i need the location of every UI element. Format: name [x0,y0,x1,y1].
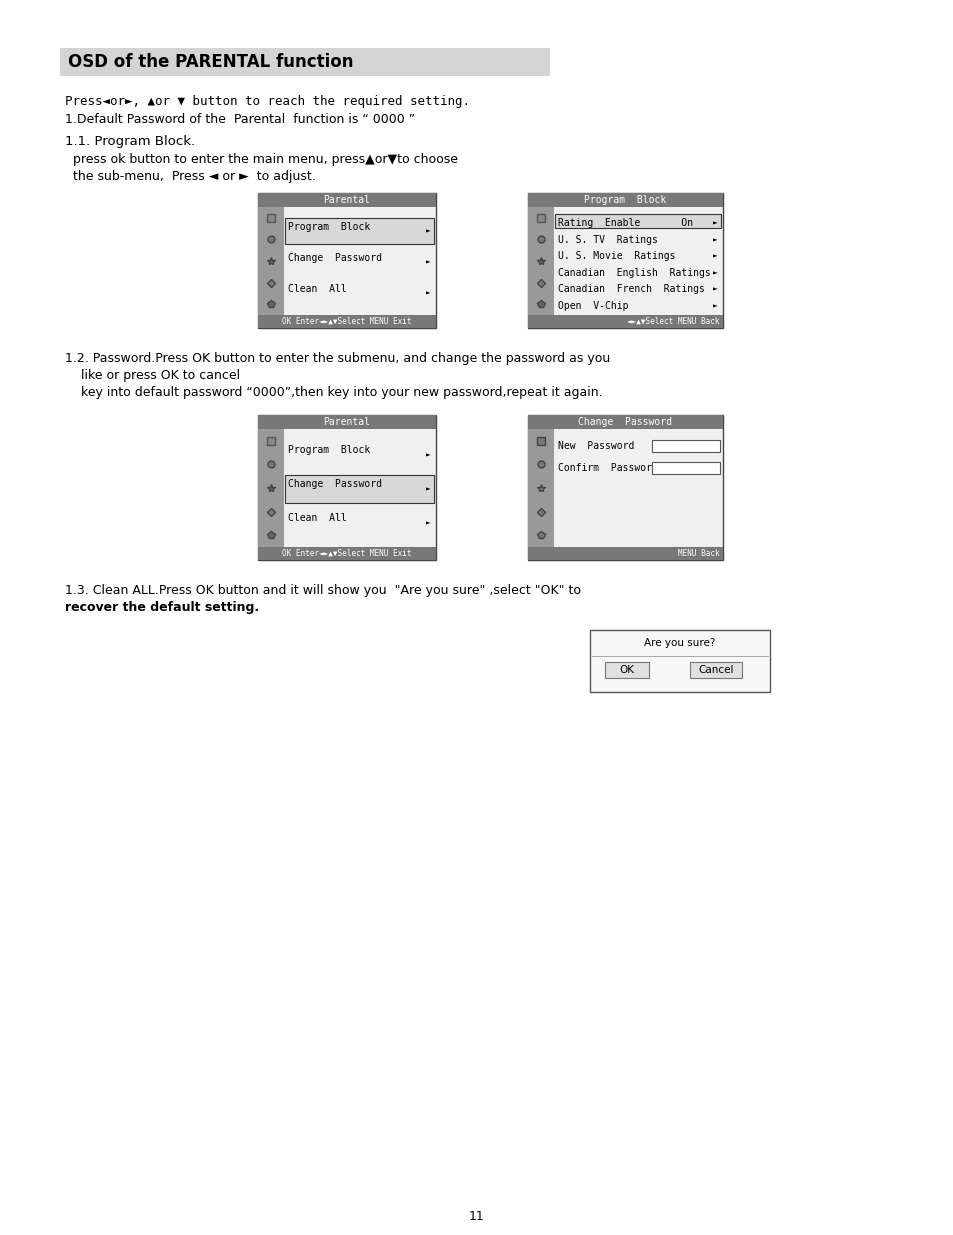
Text: recover the default setting.: recover the default setting. [65,601,259,614]
Text: OK: OK [618,664,634,676]
Text: like or press OK to cancel: like or press OK to cancel [65,369,240,382]
Text: Open  V-Chip: Open V-Chip [558,301,628,311]
Bar [257,315,436,329]
Text: Change  Password: Change Password [578,417,672,427]
Text: 11: 11 [469,1210,484,1223]
Bar [604,662,648,678]
Text: Press◄or►, ▲or ▼ button to reach the required setting.: Press◄or►, ▲or ▼ button to reach the req… [65,95,470,107]
Bar [257,429,284,547]
Text: ►: ► [426,519,431,527]
Text: ►: ► [426,289,431,298]
Bar [257,415,436,429]
Text: Confirm  Password: Confirm Password [558,463,658,473]
Bar [527,193,722,329]
Text: key into default password “0000”,then key into your new password,repeat it again: key into default password “0000”,then ke… [65,387,602,399]
Text: Parental: Parental [323,417,370,427]
Text: OSD of the PARENTAL function: OSD of the PARENTAL function [68,53,354,70]
Text: ►: ► [426,484,431,494]
Bar [589,630,769,692]
Text: Program  Block: Program Block [288,222,370,232]
Text: Cancel: Cancel [698,664,733,676]
Text: Program  Block: Program Block [288,445,370,456]
Bar [527,547,722,559]
Text: ►: ► [713,219,718,227]
Bar [555,214,720,228]
Text: ►: ► [713,268,718,278]
Bar [689,662,741,678]
Bar [257,193,436,329]
Bar [651,462,720,474]
Text: ►: ► [713,235,718,245]
Text: Parental: Parental [323,195,370,205]
Bar [527,429,554,547]
Bar [257,415,436,559]
Text: Canadian  French  Ratings: Canadian French Ratings [558,284,704,294]
Bar [257,207,284,315]
Text: U. S. Movie  Ratings: U. S. Movie Ratings [558,251,675,262]
Text: U. S. TV  Ratings: U. S. TV Ratings [558,235,658,245]
Text: Clean  All: Clean All [288,284,346,294]
Text: the sub-menu,  Press ◄ or ►  to adjust.: the sub-menu, Press ◄ or ► to adjust. [65,170,315,183]
Text: New  Password: New Password [558,441,634,451]
Text: Are you sure?: Are you sure? [643,638,715,648]
Text: Rating  Enable       On: Rating Enable On [558,219,693,228]
Text: ►: ► [713,252,718,261]
Bar [285,219,434,245]
Text: 1.1. Program Block.: 1.1. Program Block. [65,135,195,148]
Text: 1.3. Clean ALL.Press OK button and it will show you  "Are you sure" ,select "OK": 1.3. Clean ALL.Press OK button and it wi… [65,584,580,597]
Bar [257,193,436,207]
Bar [527,315,722,329]
Text: 1.2. Password.Press OK button to enter the submenu, and change the password as y: 1.2. Password.Press OK button to enter t… [65,352,610,366]
Bar [60,48,550,77]
Text: OK Enter◄►▲▼Select MENU Exit: OK Enter◄►▲▼Select MENU Exit [282,317,412,326]
Bar [527,193,722,207]
Text: press ok button to enter the main menu, press▲or▼to choose: press ok button to enter the main menu, … [65,153,457,165]
Bar [257,547,436,559]
Text: ►: ► [713,301,718,310]
Bar [285,474,434,504]
Text: ►: ► [426,258,431,267]
Text: Change  Password: Change Password [288,253,381,263]
Text: MENU Back: MENU Back [678,550,720,558]
Bar [527,415,722,559]
Text: ►: ► [426,451,431,459]
Text: 1.Default Password of the  Parental  function is “ 0000 ”: 1.Default Password of the Parental funct… [65,112,415,126]
Text: ►: ► [426,227,431,236]
Text: Change  Password: Change Password [288,479,381,489]
Text: OK Enter◄►▲▼Select MENU Exit: OK Enter◄►▲▼Select MENU Exit [282,550,412,558]
Text: Clean  All: Clean All [288,513,346,522]
Bar [527,415,722,429]
Text: Program  Block: Program Block [584,195,666,205]
Text: ◄►▲▼Select MENU Back: ◄►▲▼Select MENU Back [627,317,720,326]
Bar [527,207,554,315]
Bar [651,440,720,452]
Text: Canadian  English  Ratings: Canadian English Ratings [558,268,710,278]
Text: ►: ► [713,285,718,294]
